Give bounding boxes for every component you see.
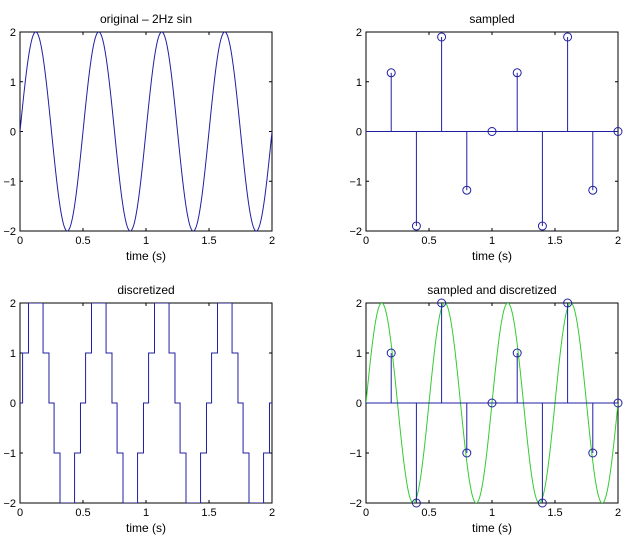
stem-marker xyxy=(613,127,623,136)
y-tick-label: −1 xyxy=(349,448,362,460)
x-tick-label: 1.5 xyxy=(201,507,216,519)
stem-marker xyxy=(411,498,421,508)
x-tick-label: 1 xyxy=(489,235,495,247)
y-tick-label: 2 xyxy=(356,27,362,39)
y-tick-label: −1 xyxy=(3,176,16,188)
x-tick-label: 1.5 xyxy=(547,507,562,519)
chart-title: sampled xyxy=(469,12,514,26)
x-tick-label: 2 xyxy=(269,235,275,247)
x-tick-label: 1 xyxy=(143,235,149,247)
x-tick-label: 0.5 xyxy=(421,235,436,247)
stem-marker xyxy=(588,448,598,458)
x-tick-label: 1 xyxy=(143,507,149,519)
x-axis-label: time (s) xyxy=(472,521,512,535)
x-tick-label: 0.5 xyxy=(75,235,90,247)
y-tick-label: −1 xyxy=(3,448,16,460)
x-tick-label: 2 xyxy=(615,235,621,247)
series-1 xyxy=(20,303,272,503)
x-tick-label: 1 xyxy=(489,507,495,519)
x-tick-label: 1.5 xyxy=(547,235,562,247)
x-tick-label: 0 xyxy=(363,507,369,519)
y-tick-label: 0 xyxy=(10,398,16,410)
y-tick-label: 0 xyxy=(10,127,16,139)
x-tick-label: 2 xyxy=(269,507,275,519)
y-tick-label: 1 xyxy=(10,348,16,360)
stem-marker xyxy=(563,32,573,42)
x-tick-label: 1.5 xyxy=(201,235,216,247)
x-axis-label: time (s) xyxy=(126,249,166,263)
subplot-1: 0 0.5 1 1.5 2 −2 −1 0 1 2 original – 2Hz sin time (… xyxy=(3,12,275,263)
stem-marker xyxy=(512,68,522,78)
stem-marker xyxy=(487,398,497,408)
subplot-4: 0 0.5 1 1.5 2 −2 −1 0 1 2 sampled and discretized t… xyxy=(349,283,623,535)
stem-marker xyxy=(462,448,472,458)
subplot-2: 0 0.5 1 1.5 2 −2 −1 0 1 2 sampled time (s) xyxy=(349,12,623,263)
x-tick-label: 0 xyxy=(17,235,23,247)
y-tick-label: −2 xyxy=(349,226,362,238)
stem-marker xyxy=(487,127,497,136)
stem-marker xyxy=(588,185,598,195)
series-1 xyxy=(366,36,618,227)
chart-title: sampled and discretized xyxy=(427,283,556,297)
stem-marker xyxy=(437,32,447,42)
series-2 xyxy=(366,303,618,503)
x-tick-label: 0.5 xyxy=(421,507,436,519)
y-tick-label: −1 xyxy=(349,176,362,188)
stem-marker xyxy=(386,68,396,78)
stem-marker xyxy=(386,348,396,358)
y-tick-label: 2 xyxy=(356,298,362,310)
y-tick-label: 1 xyxy=(356,77,362,89)
stem-marker xyxy=(512,348,522,358)
x-axis-label: time (s) xyxy=(472,249,512,263)
stem-marker xyxy=(537,221,547,231)
y-tick-label: 1 xyxy=(356,348,362,360)
series-line xyxy=(20,303,272,503)
y-tick-label: 1 xyxy=(10,77,16,89)
stem-marker xyxy=(437,298,447,308)
stem-marker xyxy=(563,298,573,308)
y-tick-label: 0 xyxy=(356,398,362,410)
y-tick-label: −2 xyxy=(3,498,16,510)
y-tick-label: 2 xyxy=(10,298,16,310)
series-line xyxy=(20,32,272,231)
subplot-3: 0 0.5 1 1.5 2 −2 −1 0 1 2 discretized time (s) xyxy=(3,283,275,535)
x-tick-label: 0.5 xyxy=(75,507,90,519)
y-tick-label: 0 xyxy=(356,127,362,139)
stem-marker xyxy=(411,221,421,231)
chart-title: original – 2Hz sin xyxy=(100,12,192,26)
series-1 xyxy=(20,32,272,231)
y-tick-label: −2 xyxy=(349,498,362,510)
x-tick-label: 0 xyxy=(17,507,23,519)
x-axis-label: time (s) xyxy=(126,521,166,535)
stem-marker xyxy=(613,398,623,408)
stem-marker xyxy=(462,185,472,195)
chart-title: discretized xyxy=(117,283,174,297)
y-tick-label: 2 xyxy=(10,27,16,39)
x-tick-label: 0 xyxy=(363,235,369,247)
stem-marker xyxy=(537,498,547,508)
x-tick-label: 2 xyxy=(615,507,621,519)
y-tick-label: −2 xyxy=(3,226,16,238)
